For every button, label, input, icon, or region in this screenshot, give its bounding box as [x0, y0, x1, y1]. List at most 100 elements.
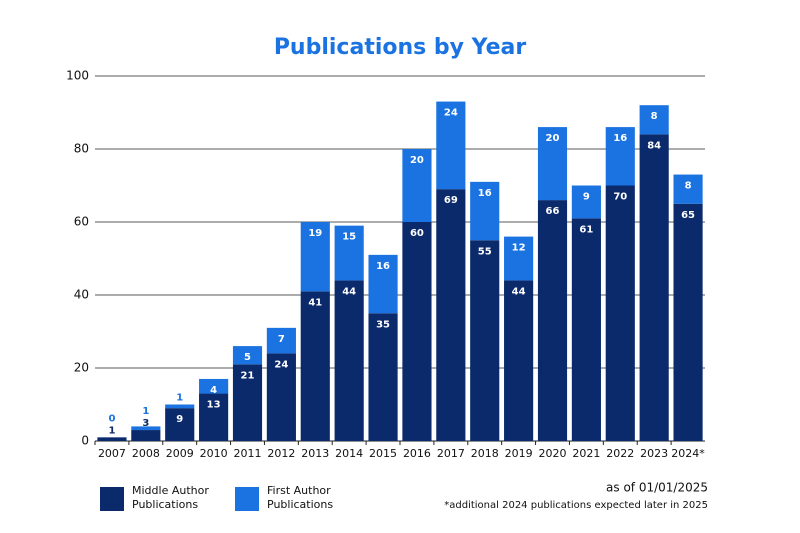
- data-label: 7: [278, 334, 285, 345]
- y-tick-label: 60: [74, 215, 89, 229]
- legend-swatch: [100, 487, 124, 511]
- bar-segment: [334, 280, 364, 441]
- bar-segment: [673, 174, 703, 204]
- data-label: 1: [176, 393, 183, 404]
- bar-segment: [232, 346, 263, 365]
- data-label: 8: [685, 181, 692, 192]
- x-tick-label: 2010: [200, 447, 228, 460]
- bar-segment: [368, 254, 398, 314]
- bar-segment: [97, 437, 127, 441]
- bar-segment: [368, 313, 398, 441]
- bar-segment: [639, 105, 669, 135]
- data-label: 65: [681, 210, 695, 221]
- data-label: 21: [241, 370, 255, 381]
- bar-segment: [470, 181, 500, 241]
- bar-segment: [334, 225, 364, 281]
- x-tick-label: 2007: [98, 447, 126, 460]
- legend-item: First Author Publications: [267, 484, 334, 511]
- x-tick-label: 2022: [606, 447, 634, 460]
- annotation: as of 01/01/2025: [606, 481, 708, 495]
- x-tick-label: 2014: [335, 447, 363, 460]
- x-tick-label: 2018: [471, 447, 499, 460]
- bar-segment: [402, 149, 432, 222]
- legend-swatch: [235, 487, 259, 511]
- data-label: 20: [546, 133, 560, 144]
- data-label: 60: [410, 228, 424, 239]
- x-tick-label: 2016: [403, 447, 431, 460]
- data-label: 41: [308, 297, 322, 308]
- data-label: 1: [108, 425, 115, 436]
- x-tick-label: 2021: [572, 447, 600, 460]
- bar-segment: [300, 222, 330, 292]
- bar-segment: [504, 280, 534, 441]
- bar-segment: [436, 189, 466, 441]
- bar-segment: [300, 291, 330, 441]
- data-label: 5: [244, 352, 251, 363]
- data-label: 9: [176, 414, 183, 425]
- data-label: 15: [342, 232, 356, 243]
- data-label: 84: [647, 140, 661, 151]
- bar-segment: [199, 393, 229, 441]
- bar-segment: [470, 240, 500, 441]
- bar-segment: [232, 364, 263, 441]
- data-label: 66: [546, 206, 560, 217]
- data-label: 55: [478, 246, 492, 257]
- y-tick-label: 20: [74, 361, 89, 375]
- bar-segment: [165, 408, 195, 441]
- data-label: 44: [512, 286, 526, 297]
- bar-segment: [402, 222, 432, 441]
- bar-segment: [266, 327, 296, 354]
- y-tick-label: 80: [74, 142, 89, 156]
- data-label: 19: [308, 228, 322, 239]
- y-tick-label: 40: [74, 288, 89, 302]
- data-label: 20: [410, 155, 424, 166]
- data-label: 12: [512, 243, 526, 254]
- bar-segment: [673, 203, 703, 441]
- data-label: 35: [376, 319, 390, 330]
- data-label: 9: [583, 192, 590, 203]
- bar-segment: [436, 101, 466, 190]
- legend-label: First Author Publications: [267, 484, 334, 511]
- bar-segment: [571, 218, 601, 441]
- x-tick-label: 2013: [301, 447, 329, 460]
- data-label: 16: [376, 261, 390, 272]
- bar-segment: [537, 200, 568, 441]
- x-tick-label: 2012: [267, 447, 295, 460]
- y-tick-label: 0: [81, 434, 89, 448]
- data-label: 16: [478, 188, 492, 199]
- bar-segment: [639, 134, 669, 441]
- x-tick-label: 2017: [437, 447, 465, 460]
- x-tick-label: 2023: [640, 447, 668, 460]
- bar-segment: [537, 127, 568, 201]
- x-tick-label: 2009: [166, 447, 194, 460]
- x-tick-label: 2015: [369, 447, 397, 460]
- data-label: 1: [142, 406, 149, 417]
- legend-item: Middle Author Publications: [132, 484, 209, 511]
- data-label: 0: [108, 413, 115, 424]
- x-tick-label: 2011: [234, 447, 262, 460]
- legend-label: Middle Author Publications: [132, 484, 209, 511]
- x-tick-label: 2024*: [671, 447, 705, 460]
- x-tick-label: 2008: [132, 447, 160, 460]
- data-label: 3: [142, 418, 149, 429]
- x-tick-label: 2019: [505, 447, 533, 460]
- data-label: 44: [342, 286, 356, 297]
- bar-segment: [504, 236, 534, 281]
- x-tick-label: 2020: [539, 447, 567, 460]
- data-label: 70: [613, 192, 627, 203]
- y-tick-label: 100: [66, 69, 89, 83]
- bar-segment: [605, 185, 635, 441]
- bar-segment: [165, 404, 195, 409]
- data-label: 8: [651, 111, 658, 122]
- data-label: 4: [210, 385, 217, 396]
- bar-segment: [605, 127, 635, 186]
- annotation: *additional 2024 publications expected l…: [444, 500, 708, 511]
- bar-segment: [131, 426, 161, 431]
- bar-segment: [199, 378, 229, 394]
- data-label: 24: [444, 108, 458, 119]
- bar-segment: [266, 353, 296, 441]
- data-label: 61: [579, 224, 593, 235]
- data-label: 24: [274, 359, 288, 370]
